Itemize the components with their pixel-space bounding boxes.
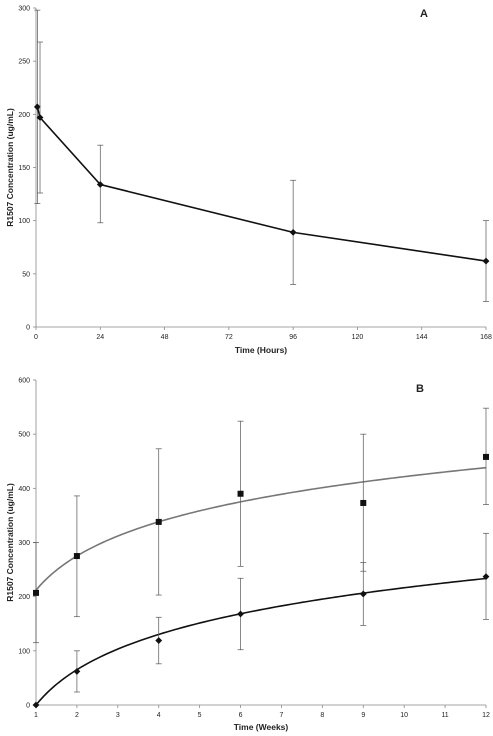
y-tick-label: 250 [18, 59, 30, 66]
panel-a: 0 50 100 150 200 250 300 0 24 48 72 96 120 144 168 Time… [5, 6, 492, 356]
data-point-diamond [33, 103, 41, 111]
x-tick-label: 168 [480, 334, 492, 341]
x-tick-label: 1 [34, 712, 38, 719]
y-tick-label: 150 [18, 165, 30, 172]
y-tick-label: 0 [26, 325, 30, 332]
y-tick-label: 300 [18, 540, 30, 547]
data-point-diamond [359, 590, 367, 598]
data-point-diamond [482, 257, 490, 265]
y-tick-label: 300 [18, 6, 30, 13]
y-tick-label: 200 [18, 594, 30, 601]
panel-label: B [416, 383, 424, 395]
data-point-diamond [155, 637, 163, 644]
x-tick-label: 120 [352, 334, 364, 341]
y-tick-label: 0 [26, 703, 30, 710]
x-tick-label: 24 [96, 334, 104, 341]
x-tick-label: 96 [289, 334, 297, 341]
x-tick-label: 12 [482, 712, 490, 719]
x-tick-label: 5 [198, 712, 202, 719]
x-tick-label: 10 [400, 712, 408, 719]
x-tick-label: 0 [34, 334, 38, 341]
data-point-square [73, 553, 80, 560]
x-tick-label: 2 [75, 712, 79, 719]
y-tick-label: 50 [22, 271, 30, 278]
y-tick-label: 100 [18, 218, 30, 225]
panel-label: A [420, 8, 428, 20]
x-tick-label: 48 [161, 334, 169, 341]
data-point-diamond [36, 114, 44, 121]
x-axis-title: Time (Hours) [235, 345, 287, 355]
data-point-diamond [32, 701, 40, 709]
x-tick-label: 6 [239, 712, 243, 719]
data-point-square [483, 453, 489, 460]
series-line [36, 106, 487, 262]
y-tick-label: 200 [18, 112, 30, 119]
x-tick-label: 8 [320, 712, 324, 719]
fit-curve [35, 577, 487, 706]
data-point-square [33, 589, 39, 596]
data-point-square [155, 518, 162, 525]
x-tick-label: 4 [157, 712, 161, 719]
y-axis-title: R1507 Concentration (ug/mL) [5, 108, 15, 227]
x-tick-label: 7 [280, 712, 284, 719]
x-tick-label: 144 [416, 334, 428, 341]
data-point-diamond [482, 573, 490, 581]
x-axis-title: Time (Weeks) [234, 722, 289, 732]
y-tick-label: 400 [18, 486, 30, 493]
data-point-diamond [237, 610, 244, 618]
x-tick-label: 3 [116, 712, 120, 719]
y-tick-label: 500 [18, 432, 30, 439]
data-point-square [360, 499, 367, 506]
y-axis-title: R1507 Concentration (ug/mL) [5, 483, 15, 602]
fit-curve [35, 466, 487, 591]
x-tick-label: 11 [441, 712, 448, 719]
data-point-square [237, 490, 244, 497]
y-tick-label: 100 [18, 648, 30, 655]
data-point-diamond [289, 228, 297, 236]
y-tick-label: 600 [18, 378, 30, 385]
x-tick-label: 72 [225, 334, 233, 341]
x-tick-label: 9 [361, 712, 365, 719]
data-point-diamond [73, 668, 81, 675]
data-point-diamond [96, 181, 104, 188]
